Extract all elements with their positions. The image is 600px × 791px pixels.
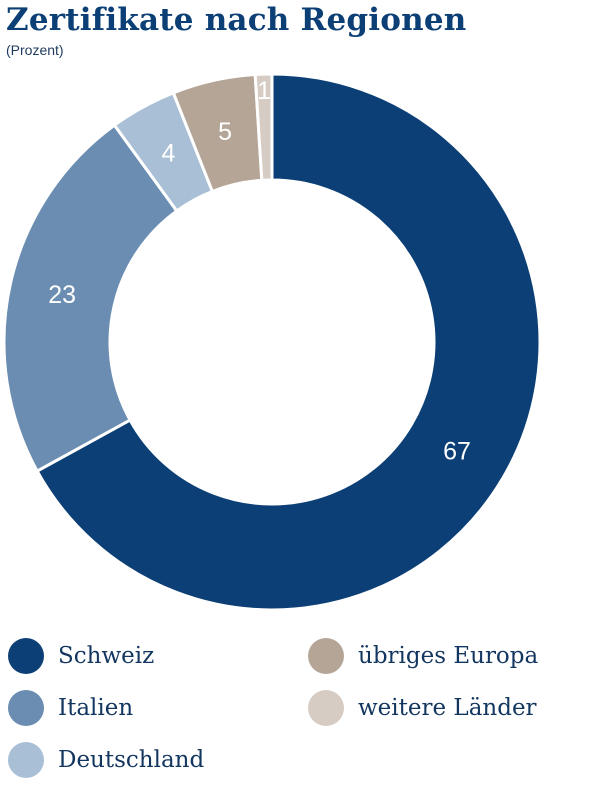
slice-label-deutschland: 4 xyxy=(161,140,175,168)
legend-item-uebriges-europa: übriges Europa xyxy=(308,636,538,676)
legend: Schweiz Italien Deutschland übriges Euro… xyxy=(0,628,600,788)
slice-label-italien: 23 xyxy=(48,281,76,309)
legend-swatch-uebriges-europa xyxy=(308,638,344,674)
legend-swatch-schweiz xyxy=(8,638,44,674)
slice-label-schweiz: 67 xyxy=(443,437,471,465)
legend-swatch-deutschland xyxy=(8,742,44,778)
legend-item-schweiz: Schweiz xyxy=(8,636,154,676)
legend-label-deutschland: Deutschland xyxy=(58,747,205,773)
chart-title: Zertifikate nach Regionen xyxy=(6,2,467,38)
donut-chart: 67 23 4 51 xyxy=(2,72,542,612)
slice-schweiz xyxy=(35,72,542,612)
legend-item-italien: Italien xyxy=(8,688,133,728)
slice-label-uebriges-europa: 5 xyxy=(218,118,232,146)
legend-label-italien: Italien xyxy=(58,695,134,721)
legend-label-weitere-laender: weitere Länder xyxy=(358,695,537,721)
legend-swatch-weitere-laender xyxy=(308,690,344,726)
legend-item-deutschland: Deutschland xyxy=(8,740,204,780)
legend-label-schweiz: Schweiz xyxy=(58,643,155,669)
slice-italien xyxy=(2,123,179,474)
legend-swatch-italien xyxy=(8,690,44,726)
legend-item-weitere-laender: weitere Länder xyxy=(308,688,537,728)
slice-weitere-laender xyxy=(253,72,274,182)
chart-subtitle: (Prozent) xyxy=(6,42,64,58)
slice-label-weitere-laender: 1 xyxy=(257,77,271,105)
legend-label-uebriges-europa: übriges Europa xyxy=(358,643,539,669)
